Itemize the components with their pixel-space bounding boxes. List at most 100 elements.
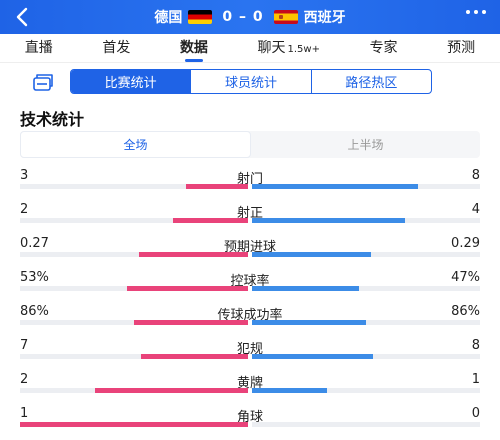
more-options-icon[interactable] <box>466 10 486 14</box>
segment-heatmap[interactable]: 路径热区 <box>345 76 398 91</box>
home-value: 2 <box>20 202 29 217</box>
home-value: 0.27 <box>20 236 49 251</box>
tab-expert[interactable]: 专家 <box>364 37 404 57</box>
stat-row-shots-on-target: 2 射正 4 <box>20 198 480 232</box>
home-value: 86% <box>20 304 49 319</box>
match-score: 0 – 0 <box>222 9 264 25</box>
stat-row-possession: 53% 控球率 47% <box>20 266 480 300</box>
home-value: 2 <box>20 372 29 387</box>
stat-label: 传球成功率 <box>217 308 283 323</box>
match-header: 德国 0 – 0 西班牙 <box>0 0 500 34</box>
tab-live[interactable]: 直播 <box>19 37 59 57</box>
home-bar-fill <box>138 252 248 257</box>
away-bar-track <box>252 354 480 359</box>
share-card-icon[interactable] <box>32 73 54 91</box>
away-value: 1 <box>471 372 480 387</box>
away-value: 8 <box>471 168 480 183</box>
tab-label: 直播 <box>24 40 53 56</box>
home-value: 7 <box>20 338 29 353</box>
away-bar-track <box>252 422 480 427</box>
stat-bars <box>20 422 480 427</box>
away-team-name: 西班牙 <box>303 10 346 26</box>
tab-label: 专家 <box>369 40 398 56</box>
home-bar-fill <box>127 286 248 291</box>
away-value: 0.29 <box>451 236 480 251</box>
segment-match-stats[interactable]: 比赛统计 <box>71 70 192 93</box>
stats-segment: 比赛统计 球员统计 路径热区 <box>70 69 432 94</box>
period-full-match[interactable]: 全场 <box>20 131 251 158</box>
match-title: 德国 0 – 0 西班牙 <box>0 0 500 34</box>
stat-label: 犯规 <box>236 342 263 357</box>
tab-data[interactable]: 数据 <box>174 37 214 62</box>
away-bar-fill <box>252 252 371 257</box>
stat-row-shots: 3 射门 8 <box>20 164 480 198</box>
home-bar-track <box>20 184 248 189</box>
stat-label: 预期进球 <box>223 240 276 255</box>
away-bar-track <box>252 388 480 393</box>
tab-label: 预测 <box>447 40 476 56</box>
home-bar-fill <box>95 388 248 393</box>
away-bar-fill <box>252 218 405 223</box>
tab-chat[interactable]: 聊天 1.5w+ <box>252 37 326 57</box>
away-bar-track <box>252 320 480 325</box>
back-arrow-icon[interactable] <box>14 7 32 27</box>
tab-label: 首发 <box>102 40 131 56</box>
home-bar-track <box>20 320 248 325</box>
home-bar-track <box>20 354 248 359</box>
away-bar-track <box>252 218 480 223</box>
stat-row-corners: 1 角球 0 <box>20 402 480 436</box>
home-value: 3 <box>20 168 29 183</box>
home-bar-track <box>20 286 248 291</box>
match-tabs: 直播 首发 数据 聊天 1.5w+ 专家 预测 <box>0 34 500 62</box>
stat-bars <box>20 388 480 393</box>
stats-list: 3 射门 8 2 射正 4 0.27 预期进球 0.29 53% 控球率 47% <box>20 164 480 436</box>
home-team-name: 德国 <box>154 10 183 26</box>
home-bar-fill <box>134 320 248 325</box>
stat-label: 控球率 <box>230 274 270 289</box>
stat-label: 黄牌 <box>236 376 263 391</box>
spain-flag-icon <box>273 10 298 24</box>
tab-lineup[interactable]: 首发 <box>96 37 136 57</box>
tab-prediction[interactable]: 预测 <box>441 37 481 57</box>
home-bar-track <box>20 252 248 257</box>
away-value: 4 <box>471 202 480 217</box>
tab-label: 数据 <box>179 40 208 56</box>
stat-label: 射正 <box>236 206 263 221</box>
home-value: 53% <box>20 270 49 285</box>
nav-divider <box>0 62 500 63</box>
stat-bars <box>20 184 480 189</box>
stat-label: 射门 <box>236 172 263 187</box>
away-bar-track <box>252 286 480 291</box>
home-bar-track <box>20 218 248 223</box>
home-value: 1 <box>20 406 29 421</box>
stat-row-pass-accuracy: 86% 传球成功率 86% <box>20 300 480 334</box>
stat-bars <box>20 320 480 325</box>
section-title: 技术统计 <box>20 110 85 129</box>
period-first-half[interactable]: 上半场 <box>347 138 384 152</box>
away-value: 8 <box>471 338 480 353</box>
away-bar-track <box>252 252 480 257</box>
away-bar-fill <box>252 388 328 393</box>
away-value: 86% <box>451 304 480 319</box>
away-bar-fill <box>252 184 419 189</box>
segment-player-stats[interactable]: 球员统计 <box>191 70 312 93</box>
stat-bars <box>20 354 480 359</box>
chat-count-badge: 1.5w+ <box>287 44 320 55</box>
stat-label: 角球 <box>236 410 263 425</box>
period-toggle: 全场 上半场 <box>20 131 480 158</box>
germany-flag-icon <box>188 10 213 24</box>
stat-row-expected-goals: 0.27 预期进球 0.29 <box>20 232 480 266</box>
home-bar-fill <box>172 218 248 223</box>
home-bar-track <box>20 422 248 427</box>
home-bar-fill <box>140 354 248 359</box>
stat-row-fouls: 7 犯规 8 <box>20 334 480 368</box>
away-bar-fill <box>252 354 373 359</box>
stat-bars <box>20 252 480 257</box>
home-bar-fill <box>186 184 248 189</box>
home-bar-track <box>20 388 248 393</box>
stat-bars <box>20 286 480 291</box>
tab-label: 聊天 <box>257 40 286 56</box>
away-value: 47% <box>451 270 480 285</box>
away-value: 0 <box>471 406 480 421</box>
stat-bars <box>20 218 480 223</box>
